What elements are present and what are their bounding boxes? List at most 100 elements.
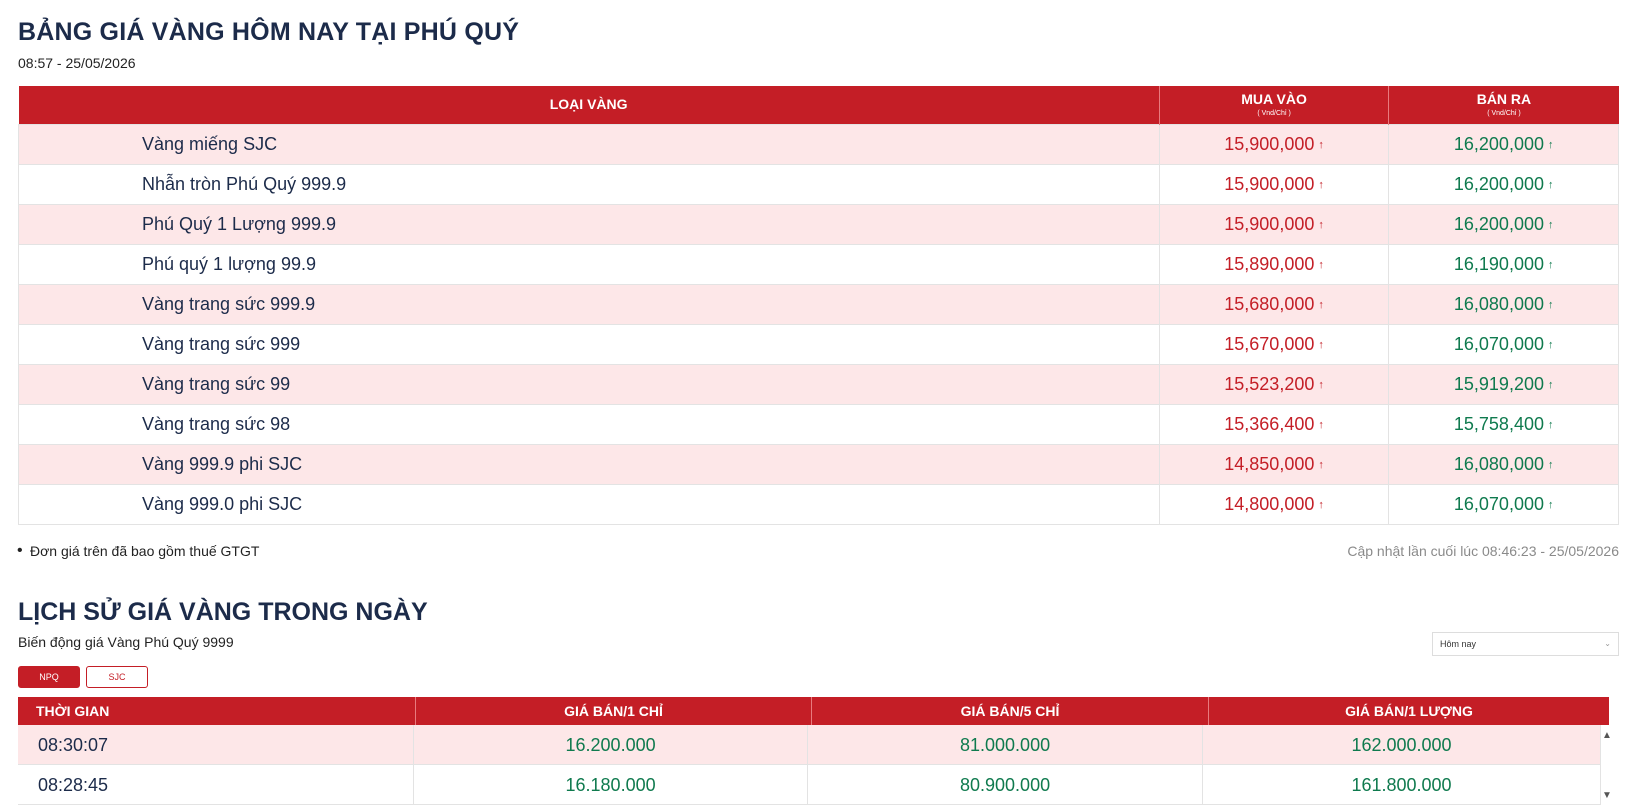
gold-type-name: Phú Quý 1 Lượng 999.9	[18, 203, 1160, 245]
gold-price-table: LOẠI VÀNG MUA VÀO ( Vnd/Chỉ ) BÁN RA ( V…	[18, 86, 1619, 525]
arrow-up-icon: ↑	[1547, 138, 1554, 151]
buy-price-cell: 15,900,000 ↑	[1158, 163, 1390, 205]
gold-type-name: Vàng trang sức 98	[18, 403, 1160, 445]
buy-price-cell: 15,680,000 ↑	[1158, 283, 1390, 325]
table-row: 08:30:07 16.200.000 81.000.000 162.000.0…	[18, 725, 1601, 765]
price-table-header: LOẠI VÀNG MUA VÀO ( Vnd/Chỉ ) BÁN RA ( V…	[18, 86, 1619, 124]
page-title: BẢNG GIÁ VÀNG HÔM NAY TẠI PHÚ QUÝ	[18, 18, 520, 46]
vat-note: Đơn giá trên đã bao gồm thuế GTGT	[17, 542, 259, 560]
price-row: Nhẫn tròn Phú Quý 999.9 15,900,000 ↑ 16,2…	[18, 163, 1619, 205]
col-header-sell: BÁN RA ( Vnd/Chỉ )	[1388, 86, 1619, 124]
sell-price: 16,080,000	[1453, 293, 1544, 314]
sell-price-cell: 15,919,200 ↑	[1388, 363, 1619, 405]
col-header-price-1-luong: GIÁ BÁN/1 LƯỢNG	[1345, 703, 1473, 719]
price-row: Phú quý 1 lượng 99.9 15,890,000 ↑ 16,190,…	[18, 243, 1619, 285]
history-price-5-chi: 80.900.000	[808, 765, 1204, 804]
buy-price: 15,680,000	[1224, 293, 1315, 314]
gold-type-name: Vàng 999.9 phi SJC	[18, 443, 1160, 485]
sell-price: 16,200,000	[1453, 213, 1544, 234]
price-row: Vàng 999.9 phi SJC 14,850,000 ↑ 16,080,00…	[18, 443, 1619, 485]
tab-npq[interactable]: NPQ	[18, 666, 80, 688]
arrow-up-icon: ↑	[1318, 258, 1324, 271]
buy-price: 15,900,000	[1224, 133, 1315, 154]
buy-price: 15,900,000	[1224, 213, 1315, 234]
sell-price-cell: 16,070,000 ↑	[1388, 483, 1619, 525]
history-price-1-luong: 162.000.000	[1203, 725, 1601, 764]
arrow-up-icon: ↑	[1547, 338, 1554, 351]
last-updated-text: Cập nhật lần cuối lúc 08:46:23 - 25/05/2…	[1347, 543, 1619, 559]
gold-type-name: Vàng trang sức 99	[18, 363, 1160, 405]
history-price-5-chi: 81.000.000	[808, 725, 1204, 764]
sell-price: 16,070,000	[1453, 333, 1544, 354]
sell-price: 16,080,000	[1453, 453, 1544, 474]
gold-type-name: Vàng 999.0 phi SJC	[18, 483, 1160, 525]
history-table-header: THỜI GIAN GIÁ BÁN/1 CHỈ GIÁ BÁN/5 CHỈ GI…	[18, 697, 1609, 725]
buy-price: 15,890,000	[1224, 253, 1315, 274]
price-row: Vàng trang sức 98 15,366,400 ↑ 15,758,400…	[18, 403, 1619, 445]
col-header-type: LOẠI VÀNG	[18, 86, 1160, 124]
sell-price-cell: 16,080,000 ↑	[1388, 443, 1619, 485]
col-header-time: THỜI GIAN	[18, 697, 416, 725]
price-row: Vàng trang sức 999 15,670,000 ↑ 16,070,00…	[18, 323, 1619, 365]
table-row: 08:28:45 16.180.000 80.900.000 161.800.0…	[18, 765, 1601, 805]
sell-price: 16,200,000	[1453, 173, 1544, 194]
arrow-up-icon: ↑	[1318, 178, 1324, 191]
arrow-up-icon: ↑	[1318, 218, 1324, 231]
buy-price-cell: 15,366,400 ↑	[1158, 403, 1390, 445]
buy-price-cell: 15,900,000 ↑	[1158, 123, 1390, 165]
sell-price-cell: 16,200,000 ↑	[1388, 203, 1619, 245]
buy-price-cell: 15,900,000 ↑	[1158, 203, 1390, 245]
date-range-value: Hôm nay	[1440, 639, 1477, 649]
sell-price-cell: 16,190,000 ↑	[1388, 243, 1619, 285]
arrow-up-icon: ↑	[1318, 298, 1324, 311]
col-header-buy: MUA VÀO ( Vnd/Chỉ )	[1159, 86, 1390, 124]
arrow-up-icon: ↑	[1318, 418, 1324, 431]
col-header-price-5-chi: GIÁ BÁN/5 CHỈ	[812, 697, 1209, 725]
gold-type-name: Nhẫn tròn Phú Quý 999.9	[18, 163, 1160, 205]
gold-type-name: Phú quý 1 lượng 99.9	[18, 243, 1160, 285]
sell-price-cell: 16,200,000 ↑	[1388, 163, 1619, 205]
sell-price: 15,758,400	[1453, 413, 1544, 434]
price-row: Vàng trang sức 999.9 15,680,000 ↑ 16,080,…	[18, 283, 1619, 325]
tab-sjc[interactable]: SJC	[86, 666, 148, 688]
col-header-price-1-chi: GIÁ BÁN/1 CHỈ	[416, 697, 812, 725]
sell-price-cell: 16,200,000 ↑	[1388, 123, 1619, 165]
scroll-up-arrow-icon[interactable]: ▲	[1602, 730, 1612, 741]
arrow-up-icon: ↑	[1547, 418, 1554, 431]
buy-price-cell: 14,800,000 ↑	[1158, 483, 1390, 525]
sell-price: 16,070,000	[1453, 493, 1544, 514]
date-range-select[interactable]: Hôm nay ⌄	[1432, 632, 1619, 656]
buy-price: 15,366,400	[1224, 413, 1315, 434]
gold-type-name: Vàng miếng SJC	[18, 123, 1160, 165]
gold-type-name: Vàng trang sức 999.9	[18, 283, 1160, 325]
col-header-buy-unit: ( Vnd/Chỉ )	[1257, 109, 1291, 117]
page-timestamp: 08:57 - 25/05/2026	[18, 55, 136, 71]
history-price-1-luong: 161.800.000	[1203, 765, 1601, 804]
buy-price-cell: 14,850,000 ↑	[1158, 443, 1390, 485]
price-row: Vàng trang sức 99 15,523,200 ↑ 15,919,200…	[18, 363, 1619, 405]
history-table-body[interactable]: 08:30:07 16.200.000 81.000.000 162.000.0…	[18, 725, 1601, 811]
price-row: Vàng 999.0 phi SJC 14,800,000 ↑ 16,070,00…	[18, 483, 1619, 525]
buy-price-cell: 15,523,200 ↑	[1158, 363, 1390, 405]
buy-price: 15,670,000	[1224, 333, 1315, 354]
arrow-up-icon: ↑	[1318, 498, 1324, 511]
sell-price-cell: 15,758,400 ↑	[1388, 403, 1619, 445]
gold-type-name: Vàng trang sức 999	[18, 323, 1160, 365]
history-time: 08:28:45	[18, 765, 415, 804]
sell-price: 15,919,200	[1453, 373, 1544, 394]
chevron-down-icon: ⌄	[1604, 639, 1611, 648]
price-row: Phú Quý 1 Lượng 999.9 15,900,000 ↑ 16,200…	[18, 203, 1619, 245]
col-header-sell-label: BÁN RA	[1476, 91, 1532, 108]
arrow-up-icon: ↑	[1318, 338, 1324, 351]
arrow-up-icon: ↑	[1318, 378, 1324, 391]
arrow-up-icon: ↑	[1547, 458, 1554, 471]
history-price-1-chi: 16.200.000	[414, 725, 809, 764]
buy-price-cell: 15,670,000 ↑	[1158, 323, 1390, 365]
scroll-down-arrow-icon[interactable]: ▼	[1602, 790, 1612, 801]
arrow-up-icon: ↑	[1547, 258, 1554, 271]
sell-price-cell: 16,080,000 ↑	[1388, 283, 1619, 325]
buy-price: 15,523,200	[1224, 373, 1315, 394]
arrow-up-icon: ↑	[1547, 378, 1554, 391]
sell-price-cell: 16,070,000 ↑	[1388, 323, 1619, 365]
arrow-up-icon: ↑	[1318, 138, 1324, 151]
